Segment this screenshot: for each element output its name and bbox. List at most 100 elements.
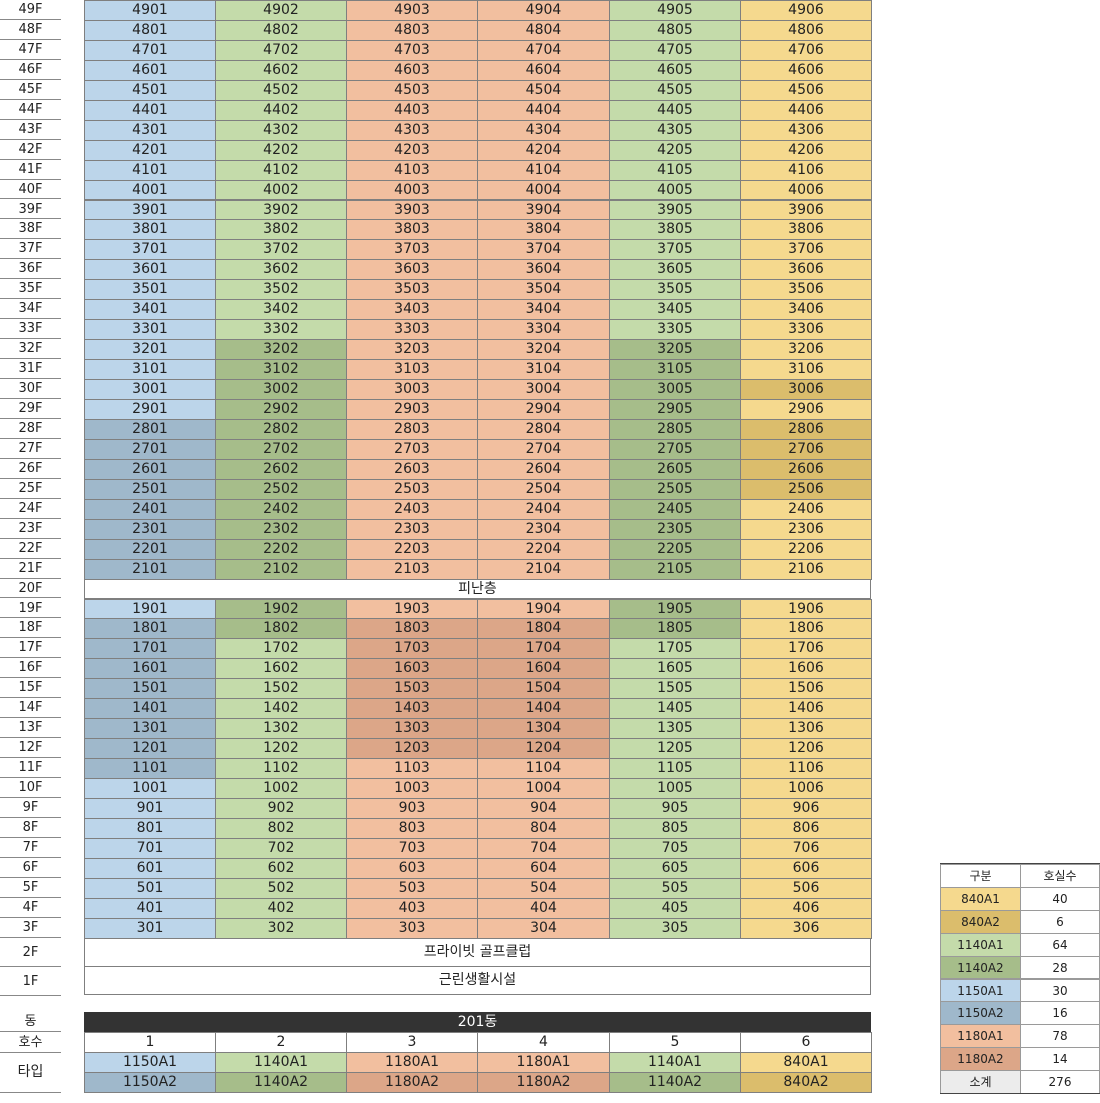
- unit-cell[interactable]: 3802: [215, 219, 347, 241]
- unit-cell[interactable]: 3605: [609, 259, 741, 281]
- unit-cell[interactable]: 1302: [215, 718, 347, 740]
- unit-cell[interactable]: 903: [346, 798, 478, 819]
- unit-cell[interactable]: 1802: [215, 618, 347, 640]
- unit-cell[interactable]: 3002: [215, 379, 347, 400]
- unit-cell[interactable]: 2101: [84, 558, 216, 580]
- unit-cell[interactable]: 4203: [346, 139, 478, 161]
- unit-cell[interactable]: 2401: [84, 498, 216, 520]
- unit-cell[interactable]: 1203: [346, 738, 478, 760]
- unit-cell[interactable]: 3001: [84, 379, 216, 400]
- unit-cell[interactable]: 902: [215, 798, 347, 819]
- unit-cell[interactable]: 4404: [477, 99, 610, 121]
- unit-cell[interactable]: 3303: [346, 319, 478, 341]
- unit-cell[interactable]: 1402: [215, 698, 347, 720]
- unit-cell[interactable]: 1301: [84, 718, 216, 740]
- unit-cell[interactable]: 2606: [740, 458, 872, 480]
- unit-cell[interactable]: 3905: [609, 199, 741, 221]
- unit-cell[interactable]: 4503: [346, 79, 478, 101]
- unit-cell[interactable]: 2306: [740, 518, 872, 540]
- unit-cell[interactable]: 3402: [215, 299, 347, 321]
- unit-cell[interactable]: 4605: [609, 59, 741, 81]
- unit-cell[interactable]: 603: [346, 857, 478, 879]
- unit-cell[interactable]: 1903: [346, 598, 478, 620]
- unit-cell[interactable]: 1601: [84, 658, 216, 680]
- unit-cell[interactable]: 1702: [215, 638, 347, 660]
- unit-cell[interactable]: 1703: [346, 638, 478, 660]
- unit-cell[interactable]: 4104: [477, 159, 610, 181]
- unit-cell[interactable]: 4206: [740, 139, 872, 161]
- unit-cell[interactable]: 2403: [346, 498, 478, 520]
- unit-cell[interactable]: 1105: [609, 758, 741, 780]
- unit-cell[interactable]: 1904: [477, 598, 610, 620]
- unit-cell[interactable]: 1701: [84, 638, 216, 660]
- unit-cell[interactable]: 4005: [609, 179, 741, 201]
- unit-cell[interactable]: 503: [346, 877, 478, 899]
- unit-cell[interactable]: 3203: [346, 339, 478, 361]
- unit-cell[interactable]: 2102: [215, 558, 347, 580]
- unit-cell[interactable]: 305: [609, 917, 741, 939]
- unit-cell[interactable]: 2105: [609, 558, 741, 580]
- unit-cell[interactable]: 4205: [609, 139, 741, 161]
- unit-cell[interactable]: 1202: [215, 738, 347, 760]
- unit-cell[interactable]: 801: [84, 817, 216, 839]
- unit-cell[interactable]: 4301: [84, 119, 216, 141]
- unit-cell[interactable]: 3403: [346, 299, 478, 321]
- unit-cell[interactable]: 3503: [346, 279, 478, 301]
- unit-cell[interactable]: 3102: [215, 359, 347, 381]
- unit-cell[interactable]: 804: [477, 817, 610, 839]
- unit-cell[interactable]: 3601: [84, 259, 216, 281]
- unit-cell[interactable]: 302: [215, 917, 347, 939]
- unit-cell[interactable]: 4004: [477, 179, 610, 201]
- unit-cell[interactable]: 4105: [609, 159, 741, 181]
- unit-cell[interactable]: 2104: [477, 558, 610, 580]
- unit-cell[interactable]: 3504: [477, 279, 610, 301]
- unit-cell[interactable]: 2805: [609, 418, 741, 440]
- unit-cell[interactable]: 3602: [215, 259, 347, 281]
- unit-cell[interactable]: 2603: [346, 458, 478, 480]
- unit-cell[interactable]: 2803: [346, 418, 478, 440]
- unit-cell[interactable]: 4804: [477, 19, 610, 41]
- unit-cell[interactable]: 501: [84, 877, 216, 899]
- unit-cell[interactable]: 3704: [477, 239, 610, 261]
- unit-cell[interactable]: 3706: [740, 239, 872, 261]
- unit-cell[interactable]: 3703: [346, 239, 478, 261]
- unit-cell[interactable]: 2604: [477, 458, 610, 480]
- unit-cell[interactable]: 805: [609, 817, 741, 839]
- unit-cell[interactable]: 4604: [477, 59, 610, 81]
- unit-cell[interactable]: 701: [84, 837, 216, 859]
- unit-cell[interactable]: 4905: [609, 0, 741, 21]
- unit-cell[interactable]: 3104: [477, 359, 610, 381]
- unit-cell[interactable]: 301: [84, 917, 216, 939]
- unit-cell[interactable]: 1603: [346, 658, 478, 680]
- unit-cell[interactable]: 4902: [215, 0, 347, 21]
- unit-cell[interactable]: 2503: [346, 478, 478, 500]
- unit-cell[interactable]: 4305: [609, 119, 741, 141]
- unit-cell[interactable]: 4904: [477, 0, 610, 21]
- unit-cell[interactable]: 2704: [477, 438, 610, 460]
- unit-cell[interactable]: 2601: [84, 458, 216, 480]
- unit-cell[interactable]: 3803: [346, 219, 478, 241]
- unit-cell[interactable]: 1106: [740, 758, 872, 780]
- unit-cell[interactable]: 3205: [609, 339, 741, 361]
- unit-cell[interactable]: 1806: [740, 618, 872, 640]
- unit-cell[interactable]: 3206: [740, 339, 872, 361]
- unit-cell[interactable]: 4403: [346, 99, 478, 121]
- unit-cell[interactable]: 1405: [609, 698, 741, 720]
- unit-cell[interactable]: 605: [609, 857, 741, 879]
- unit-cell[interactable]: 803: [346, 817, 478, 839]
- unit-cell[interactable]: 703: [346, 837, 478, 859]
- unit-cell[interactable]: 1003: [346, 778, 478, 799]
- unit-cell[interactable]: 1403: [346, 698, 478, 720]
- unit-cell[interactable]: 3501: [84, 279, 216, 301]
- unit-cell[interactable]: 2302: [215, 518, 347, 540]
- unit-cell[interactable]: 2703: [346, 438, 478, 460]
- unit-cell[interactable]: 1201: [84, 738, 216, 760]
- unit-cell[interactable]: 4705: [609, 39, 741, 61]
- unit-cell[interactable]: 3006: [740, 379, 872, 400]
- unit-cell[interactable]: 3201: [84, 339, 216, 361]
- unit-cell[interactable]: 2502: [215, 478, 347, 500]
- unit-cell[interactable]: 3805: [609, 219, 741, 241]
- unit-cell[interactable]: 2106: [740, 558, 872, 580]
- unit-cell[interactable]: 404: [477, 897, 610, 919]
- unit-cell[interactable]: 403: [346, 897, 478, 919]
